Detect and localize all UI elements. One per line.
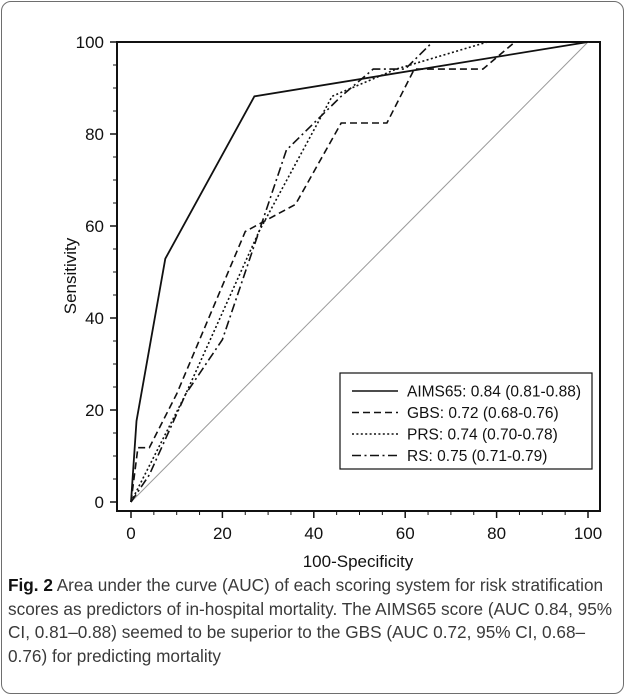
x-tick-label: 40 [304,524,323,543]
y-tick-label: 20 [85,401,104,420]
legend-label: RS: 0.75 (0.71-0.79) [407,448,547,465]
series-line-prs [130,41,588,503]
caption-text: Area under the curve (AUC) of each scori… [8,575,613,666]
y-axis-label: Sensitivity [61,237,80,314]
figure-caption: Fig. 2 Area under the curve (AUC) of eac… [8,574,614,668]
y-tick-label: 40 [85,309,104,328]
y-tick-label: 60 [85,217,104,236]
reference-layer [130,41,589,503]
legend-label: PRS: 0.74 (0.70-0.78) [407,427,558,444]
x-tick-label: 0 [126,524,135,543]
series-line-aims65 [130,41,589,503]
x-axis-label: 100-Specificity [303,552,414,571]
x-tick-label: 80 [487,524,506,543]
legend-box [339,372,593,470]
y-tick-label: 0 [95,493,104,512]
y-tick-label: 100 [76,33,104,52]
legend-label: GBS: 0.72 (0.68-0.76) [407,405,559,422]
roc-chart: 0 20 40 60 80 100 0 20 40 60 80 100 100-Specificit… [61,33,602,571]
series-layer [130,41,589,503]
legend: AIMS65: 0.84 (0.81-0.88) GBS: 0.72 (0.68-… [339,372,593,470]
legend-items: AIMS65: 0.84 (0.81-0.88) GBS: 0.72 (0.68-… [352,384,581,465]
x-tick-label: 20 [213,524,232,543]
x-tick-label: 100 [574,524,602,543]
y-tick-label: 80 [85,125,104,144]
x-tick-label: 60 [396,524,415,543]
plot-area [116,41,601,512]
x-axis-minor-ticks [153,511,566,515]
y-axis-minor-ticks [113,64,117,480]
caption-label: Fig. 2 [8,575,53,595]
series-line-rs [130,41,588,503]
x-axis-ticks: 0 20 40 60 80 100 [126,511,602,543]
reference-diagonal-line [130,41,589,503]
legend-label: AIMS65: 0.84 (0.81-0.88) [407,384,581,401]
y-axis-ticks: 0 20 40 60 80 100 [76,33,117,512]
